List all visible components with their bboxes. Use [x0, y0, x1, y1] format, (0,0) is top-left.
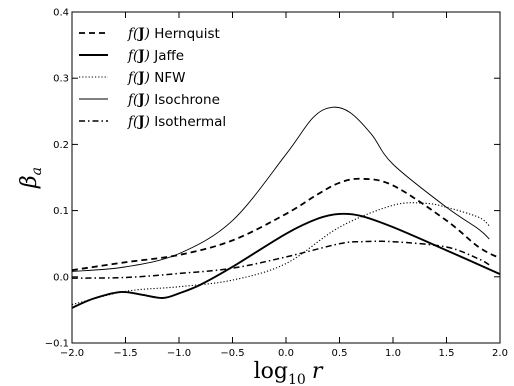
legend-label-isothermal: f(J) Isothermal	[127, 114, 226, 130]
x-tick-label: −0.5	[220, 348, 244, 359]
series-line-isothermal	[71, 240, 490, 279]
axis-ticks: −2.0 −1.5 −1.0 −0.5 0.0 0.5 1.0 1.5 2.0 −0.1 0.0 0.…	[45, 8, 508, 360]
y-tick-label: −0.1	[45, 339, 69, 350]
y-tick-label: 0.4	[53, 8, 69, 19]
x-tick-label: 1.0	[385, 348, 401, 359]
x-tick-label: −2.0	[60, 348, 84, 359]
legend-label-hernquist: f(J) Hernquist	[127, 26, 220, 42]
legend-label-jaffe: f(J) Jaffe	[127, 48, 184, 64]
x-tick-label: −1.5	[113, 348, 137, 359]
legend: f(J) Hernquist f(J) Jaffe f(J) NFW f(J) Iso…	[79, 26, 226, 130]
x-axis-label-base: log	[254, 359, 288, 384]
x-tick-label: 0.0	[278, 348, 294, 359]
legend-label-isochrone: f(J) Isochrone	[127, 92, 220, 108]
y-tick-label: 0.3	[53, 74, 69, 85]
x-axis-label-var: r	[312, 359, 324, 384]
y-tick-label: 0.2	[53, 140, 69, 151]
x-tick-label: −1.0	[167, 348, 191, 359]
series-line-jaffe	[71, 212, 501, 309]
x-tick-label: 2.0	[492, 348, 508, 359]
y-tick-label: 0.0	[53, 272, 69, 283]
series-line-hernquist	[71, 177, 501, 272]
x-tick-label: 1.5	[439, 348, 455, 359]
x-tick-label: 0.5	[332, 348, 348, 359]
y-axis-label: βa	[17, 167, 45, 189]
y-axis-label-sub: a	[29, 167, 45, 175]
y-axis-label-sym: β	[17, 175, 42, 189]
series-line-nfw	[71, 202, 490, 306]
x-axis-label-sub: 10	[288, 372, 306, 386]
y-tick-label: 0.1	[53, 206, 69, 217]
x-axis-label: log10 r	[254, 359, 324, 386]
legend-label-nfw: f(J) NFW	[127, 70, 185, 86]
series-lines	[71, 106, 501, 309]
series-line-isochrone	[71, 106, 490, 272]
